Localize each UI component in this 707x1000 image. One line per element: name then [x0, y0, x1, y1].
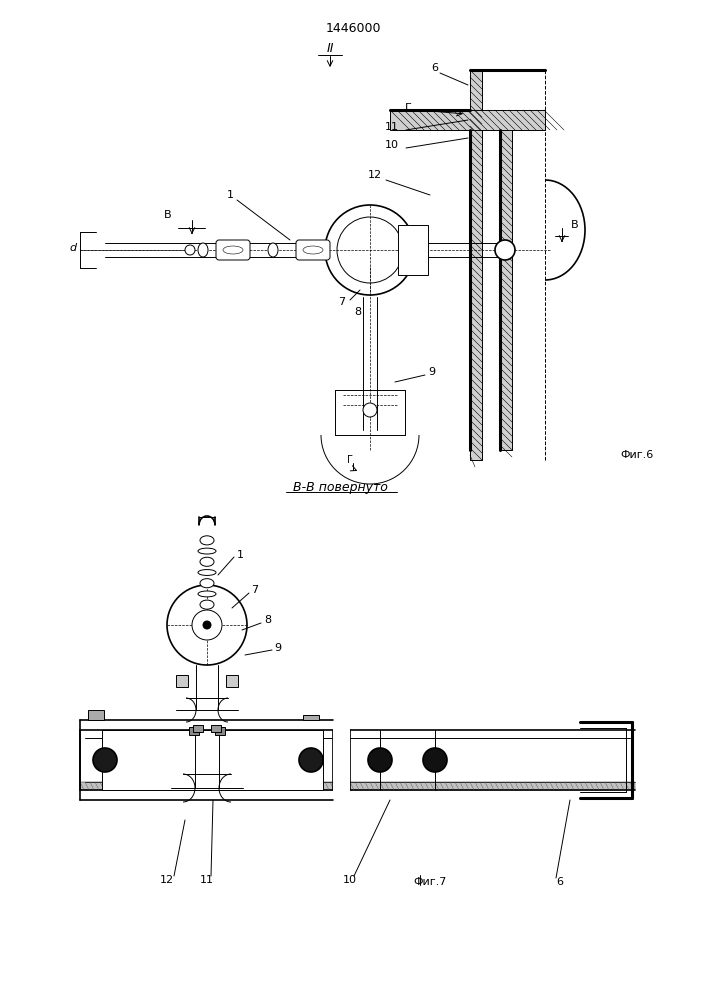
Bar [102, 730, 323, 790]
Text: 10: 10 [343, 875, 357, 885]
Ellipse shape [200, 536, 214, 545]
Text: 7: 7 [339, 297, 346, 307]
Text: 7: 7 [252, 585, 259, 595]
Text: Г: Г [404, 103, 411, 113]
Text: Фиг.6: Фиг.6 [620, 450, 653, 460]
Ellipse shape [200, 579, 214, 588]
Circle shape [495, 240, 515, 260]
Bar [470, 70, 482, 460]
Circle shape [423, 748, 447, 772]
Text: 8: 8 [354, 307, 361, 317]
Text: 8: 8 [264, 615, 271, 625]
Text: 1: 1 [237, 550, 243, 560]
Bar [189, 727, 199, 735]
Text: 1: 1 [226, 190, 233, 200]
Bar [88, 710, 104, 720]
Circle shape [325, 205, 415, 295]
Text: B: B [571, 220, 579, 230]
Text: 11: 11 [200, 875, 214, 885]
Text: II: II [326, 41, 334, 54]
Text: 12: 12 [368, 170, 382, 180]
Text: В-В повернуто: В-В повернуто [293, 482, 387, 494]
Ellipse shape [268, 243, 278, 257]
Circle shape [192, 610, 222, 640]
Text: 9: 9 [274, 643, 281, 653]
Text: 6: 6 [556, 877, 563, 887]
Text: 9: 9 [428, 367, 436, 377]
Ellipse shape [198, 548, 216, 554]
Bar [211, 725, 221, 732]
Circle shape [93, 748, 117, 772]
Bar [303, 715, 319, 720]
Bar [398, 225, 428, 275]
FancyBboxPatch shape [216, 240, 250, 260]
Text: 12: 12 [160, 875, 174, 885]
FancyBboxPatch shape [296, 240, 330, 260]
Circle shape [337, 217, 403, 283]
Ellipse shape [198, 243, 208, 257]
Bar [390, 110, 545, 130]
Text: Фиг.7: Фиг.7 [414, 877, 447, 887]
Circle shape [167, 585, 247, 665]
Text: B: B [164, 210, 172, 220]
Bar [500, 130, 512, 450]
Ellipse shape [303, 246, 323, 254]
Bar [80, 782, 635, 790]
Text: Г: Г [347, 455, 353, 465]
Bar [176, 675, 188, 687]
Ellipse shape [200, 600, 214, 609]
Bar [333, 728, 350, 792]
Bar [193, 725, 203, 732]
Text: 6: 6 [431, 63, 438, 73]
Ellipse shape [198, 591, 216, 597]
Circle shape [203, 621, 211, 629]
Text: 10: 10 [385, 140, 399, 150]
Circle shape [185, 245, 195, 255]
Circle shape [299, 748, 323, 772]
Text: d: d [69, 243, 76, 253]
Ellipse shape [198, 570, 216, 575]
Text: 1446000: 1446000 [325, 21, 381, 34]
Bar [226, 675, 238, 687]
Circle shape [368, 748, 392, 772]
Ellipse shape [223, 246, 243, 254]
Text: 11: 11 [385, 122, 399, 132]
Circle shape [363, 403, 377, 417]
Bar [215, 727, 225, 735]
Ellipse shape [200, 557, 214, 566]
